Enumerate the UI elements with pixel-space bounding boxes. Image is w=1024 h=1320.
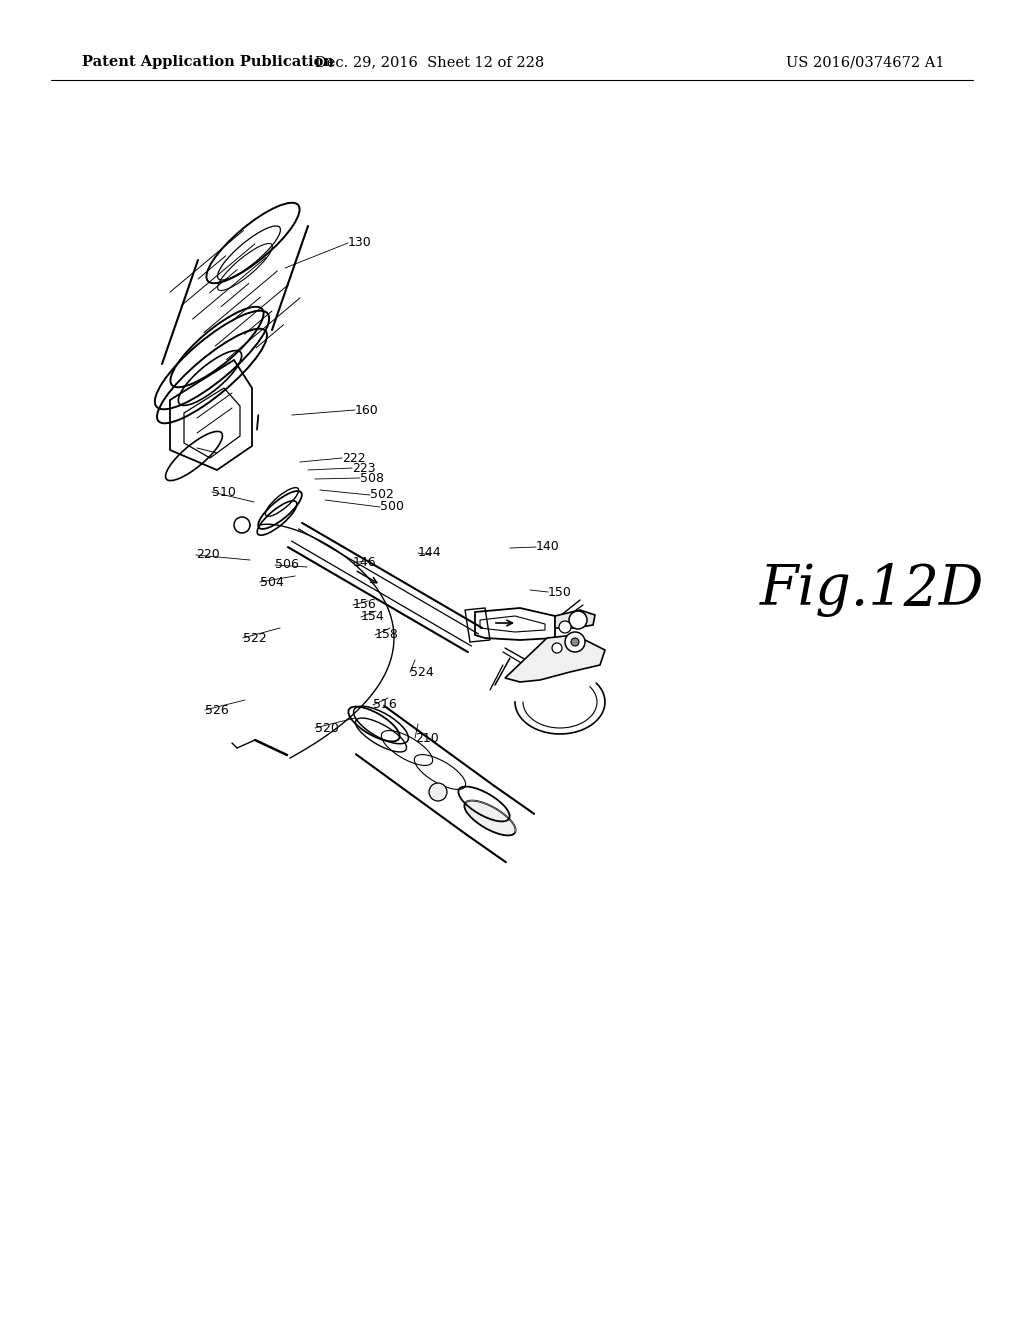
- Text: Fig.12D: Fig.12D: [760, 562, 984, 618]
- Text: 223: 223: [352, 462, 376, 474]
- Text: Patent Application Publication: Patent Application Publication: [82, 55, 334, 69]
- Text: 156: 156: [353, 598, 377, 611]
- Text: 210: 210: [415, 731, 438, 744]
- Text: 160: 160: [355, 404, 379, 417]
- Text: 140: 140: [536, 540, 560, 553]
- Circle shape: [559, 620, 571, 634]
- Text: 506: 506: [275, 558, 299, 572]
- Polygon shape: [555, 610, 595, 628]
- Text: 158: 158: [375, 628, 399, 642]
- Circle shape: [565, 632, 585, 652]
- Text: 504: 504: [260, 576, 284, 589]
- Text: 524: 524: [410, 665, 434, 678]
- Text: 520: 520: [315, 722, 339, 734]
- Text: 508: 508: [360, 471, 384, 484]
- Text: Dec. 29, 2016  Sheet 12 of 228: Dec. 29, 2016 Sheet 12 of 228: [315, 55, 545, 69]
- Text: 522: 522: [243, 631, 266, 644]
- Circle shape: [569, 611, 587, 630]
- Polygon shape: [505, 635, 605, 682]
- Circle shape: [571, 638, 579, 645]
- Text: 150: 150: [548, 586, 571, 598]
- Circle shape: [429, 783, 447, 801]
- Ellipse shape: [464, 800, 516, 836]
- Text: 500: 500: [380, 500, 404, 513]
- Text: 146: 146: [353, 557, 377, 569]
- Text: US 2016/0374672 A1: US 2016/0374672 A1: [786, 55, 945, 69]
- Text: 154: 154: [361, 610, 385, 623]
- Text: 220: 220: [196, 549, 220, 561]
- Circle shape: [234, 517, 250, 533]
- Text: 144: 144: [418, 546, 441, 560]
- Text: 130: 130: [348, 236, 372, 249]
- Text: 510: 510: [212, 486, 236, 499]
- Text: 222: 222: [342, 451, 366, 465]
- Text: 502: 502: [370, 488, 394, 502]
- Circle shape: [552, 643, 562, 653]
- Text: 526: 526: [205, 704, 228, 717]
- Text: 516: 516: [373, 698, 396, 711]
